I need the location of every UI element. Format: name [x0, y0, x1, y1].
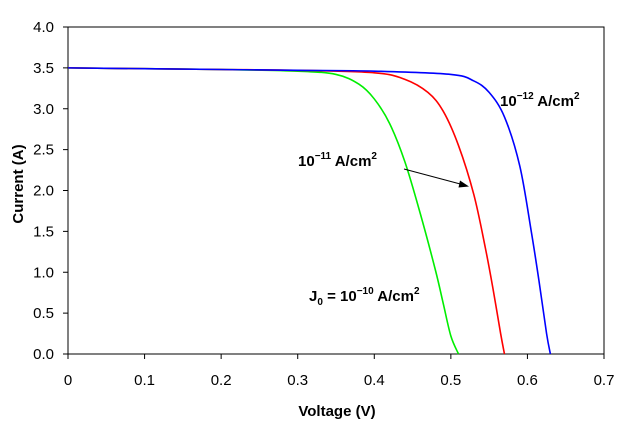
annotation-exponent: −10 — [357, 286, 374, 297]
y-axis-title: Current (A) — [10, 144, 27, 223]
annotation-unit-exponent: 2 — [371, 151, 377, 162]
x-tick-label: 0.6 — [517, 372, 538, 389]
y-tick-label: 2.5 — [33, 142, 54, 159]
x-tick-label: 0.1 — [134, 372, 155, 389]
annotation-equals: = — [323, 288, 340, 305]
y-tick-label: 1.0 — [33, 264, 54, 281]
annotation-unit: A/cm — [331, 153, 371, 170]
tick-labels: 0 0.1 0.2 0.3 0.4 0.5 0.6 0.7 0.0 0.5 1.0 1.5 2.0 2.5… — [33, 19, 614, 389]
annotation-unit-exponent: 2 — [574, 91, 580, 102]
x-tick-label: 0.7 — [594, 372, 615, 389]
annotation-j0-1e-10: J0 = 10−10 A/cm2 — [309, 286, 420, 308]
series-lines — [67, 67, 552, 355]
y-tick-label: 0.0 — [33, 346, 54, 363]
series-line-0 — [67, 67, 460, 355]
x-tick-label: 0.5 — [440, 372, 461, 389]
annotation-j0-1e-11: 10−11 A/cm2 — [298, 151, 377, 170]
annotation-exponent: −12 — [517, 91, 534, 102]
annotation-unit: A/cm — [374, 288, 414, 305]
y-tick-label: 1.5 — [33, 223, 54, 240]
annotation-base: 10 — [500, 93, 517, 110]
y-tick-label: 3.5 — [33, 60, 54, 77]
x-tick-label: 0.4 — [364, 372, 385, 389]
x-tick-label: 0.3 — [287, 372, 308, 389]
annotation-exponent: −11 — [315, 151, 332, 162]
annotation-unit: A/cm — [534, 93, 574, 110]
x-axis-title: Voltage (V) — [298, 403, 375, 420]
y-tick-label: 3.0 — [33, 101, 54, 118]
series-line-1 — [67, 67, 506, 355]
annotation-prefix: J — [309, 288, 317, 305]
x-tick-label: 0 — [64, 372, 72, 389]
annotation-prefix-subscript: 0 — [317, 297, 323, 308]
y-tick-label: 0.5 — [33, 305, 54, 322]
x-tick-label: 0.2 — [211, 372, 232, 389]
annotation-base: 10 — [298, 153, 315, 170]
axes — [63, 26, 605, 359]
annotation-arrow — [403, 168, 469, 188]
annotation-base: 10 — [340, 288, 357, 305]
annotation-unit-exponent: 2 — [414, 286, 420, 297]
annotation-j0-1e-12: 10−12 A/cm2 — [500, 91, 580, 110]
y-tick-label: 2.0 — [33, 183, 54, 200]
y-tick-label: 4.0 — [33, 19, 54, 36]
series-line-2 — [67, 67, 552, 355]
